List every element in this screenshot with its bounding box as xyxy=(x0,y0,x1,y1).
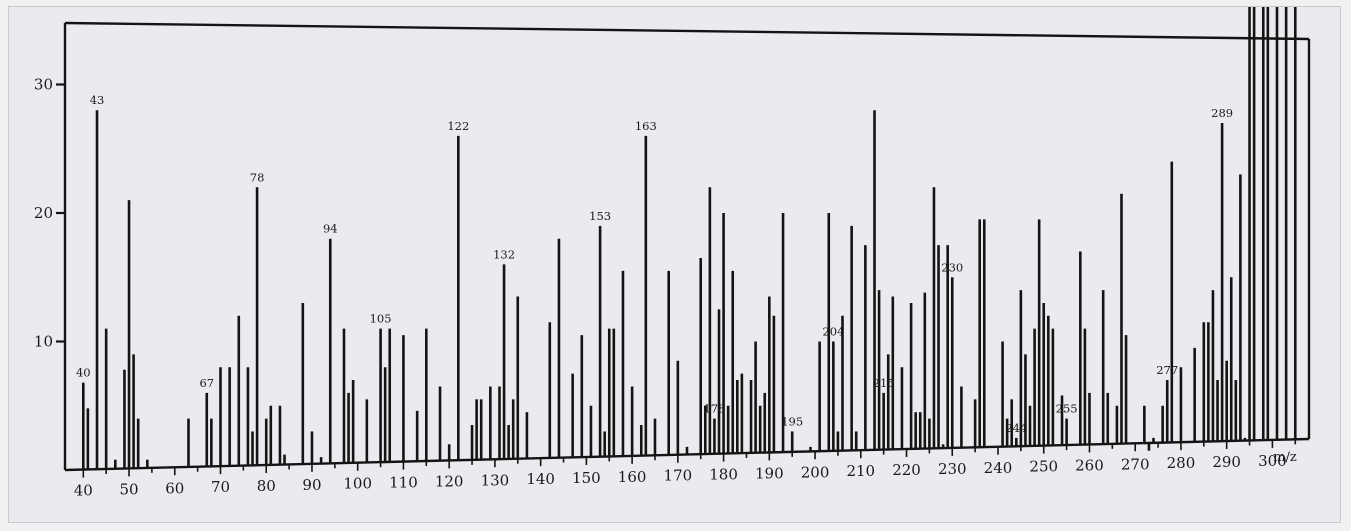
x-tick-label-210: 210 xyxy=(846,462,875,480)
x-tick-label-60: 60 xyxy=(165,479,184,497)
y-tick-label-30: 30 xyxy=(34,76,53,94)
x-tick-label-300: 300 xyxy=(1258,452,1287,470)
peak-label-153: 153 xyxy=(589,209,611,223)
peak-label-132: 132 xyxy=(493,247,515,261)
y-tick-label-20: 20 xyxy=(34,204,53,222)
peak-label-195: 195 xyxy=(781,414,803,428)
x-tick-label-170: 170 xyxy=(664,467,693,485)
peak-label-94: 94 xyxy=(323,222,338,236)
x-tick-label-70: 70 xyxy=(211,478,230,496)
x-tick-label-260: 260 xyxy=(1075,456,1104,474)
spectrum-bars xyxy=(81,7,1297,470)
x-tick-label-250: 250 xyxy=(1029,458,1058,476)
peak-labels: 40 43 67 78 94 105 122 132 153 163 178 195 204 215 230… xyxy=(76,7,1274,435)
axes: 10 20 30 40 50 60 70 80 90 100 110 120 130 140 150 160 1… xyxy=(34,76,1297,500)
peak-label-78: 78 xyxy=(250,170,265,184)
x-tick-label-220: 220 xyxy=(892,461,921,479)
x-tick-label-130: 130 xyxy=(481,471,510,489)
peak-label-43: 43 xyxy=(90,93,105,107)
peak-label-255: 255 xyxy=(1056,402,1078,416)
y-tick-label-10: 10 xyxy=(34,333,53,351)
x-tick-label-280: 280 xyxy=(1167,454,1196,472)
figure-frame: 10 20 30 40 50 60 70 80 90 100 110 120 130 140 150 160 1… xyxy=(8,6,1341,523)
x-tick-label-160: 160 xyxy=(618,468,647,486)
peak-label-105: 105 xyxy=(370,312,392,326)
peak-label-230: 230 xyxy=(941,260,963,274)
x-tick-label-50: 50 xyxy=(119,480,138,498)
peak-label-289: 289 xyxy=(1211,106,1233,120)
peak-label-204: 204 xyxy=(822,325,844,339)
x-tick-label-190: 190 xyxy=(755,464,784,482)
x-tick-label-270: 270 xyxy=(1121,455,1150,473)
mass-spectrum-chart: 10 20 30 40 50 60 70 80 90 100 110 120 130 140 150 160 1… xyxy=(34,7,1311,500)
peak-label-178: 178 xyxy=(703,402,725,416)
top-border xyxy=(64,21,1310,41)
x-tick-label-150: 150 xyxy=(572,469,601,487)
x-tick-label-100: 100 xyxy=(343,475,372,493)
peak-label-298: 298 xyxy=(1252,7,1274,10)
x-axis-title: m/z xyxy=(1273,450,1297,465)
peak-label-67: 67 xyxy=(199,376,214,390)
x-tick-label-140: 140 xyxy=(526,470,555,488)
peak-label-40: 40 xyxy=(76,366,91,380)
x-tick-label-80: 80 xyxy=(257,477,276,495)
x-tick-label-40: 40 xyxy=(74,482,93,500)
peak-label-244: 244 xyxy=(1005,421,1027,435)
x-tick-label-290: 290 xyxy=(1212,453,1241,471)
peak-label-215: 215 xyxy=(873,376,895,390)
x-tick-label-180: 180 xyxy=(709,466,738,484)
x-tick-label-110: 110 xyxy=(389,474,418,492)
x-tick-label-120: 120 xyxy=(435,472,464,490)
peak-label-122: 122 xyxy=(447,119,469,133)
x-tick-label-230: 230 xyxy=(938,460,967,478)
x-tick-label-90: 90 xyxy=(302,476,321,494)
peak-label-277: 277 xyxy=(1156,363,1178,377)
x-tick-label-200: 200 xyxy=(801,463,830,481)
x-tick-label-240: 240 xyxy=(984,459,1013,477)
peak-label-163: 163 xyxy=(635,119,657,133)
